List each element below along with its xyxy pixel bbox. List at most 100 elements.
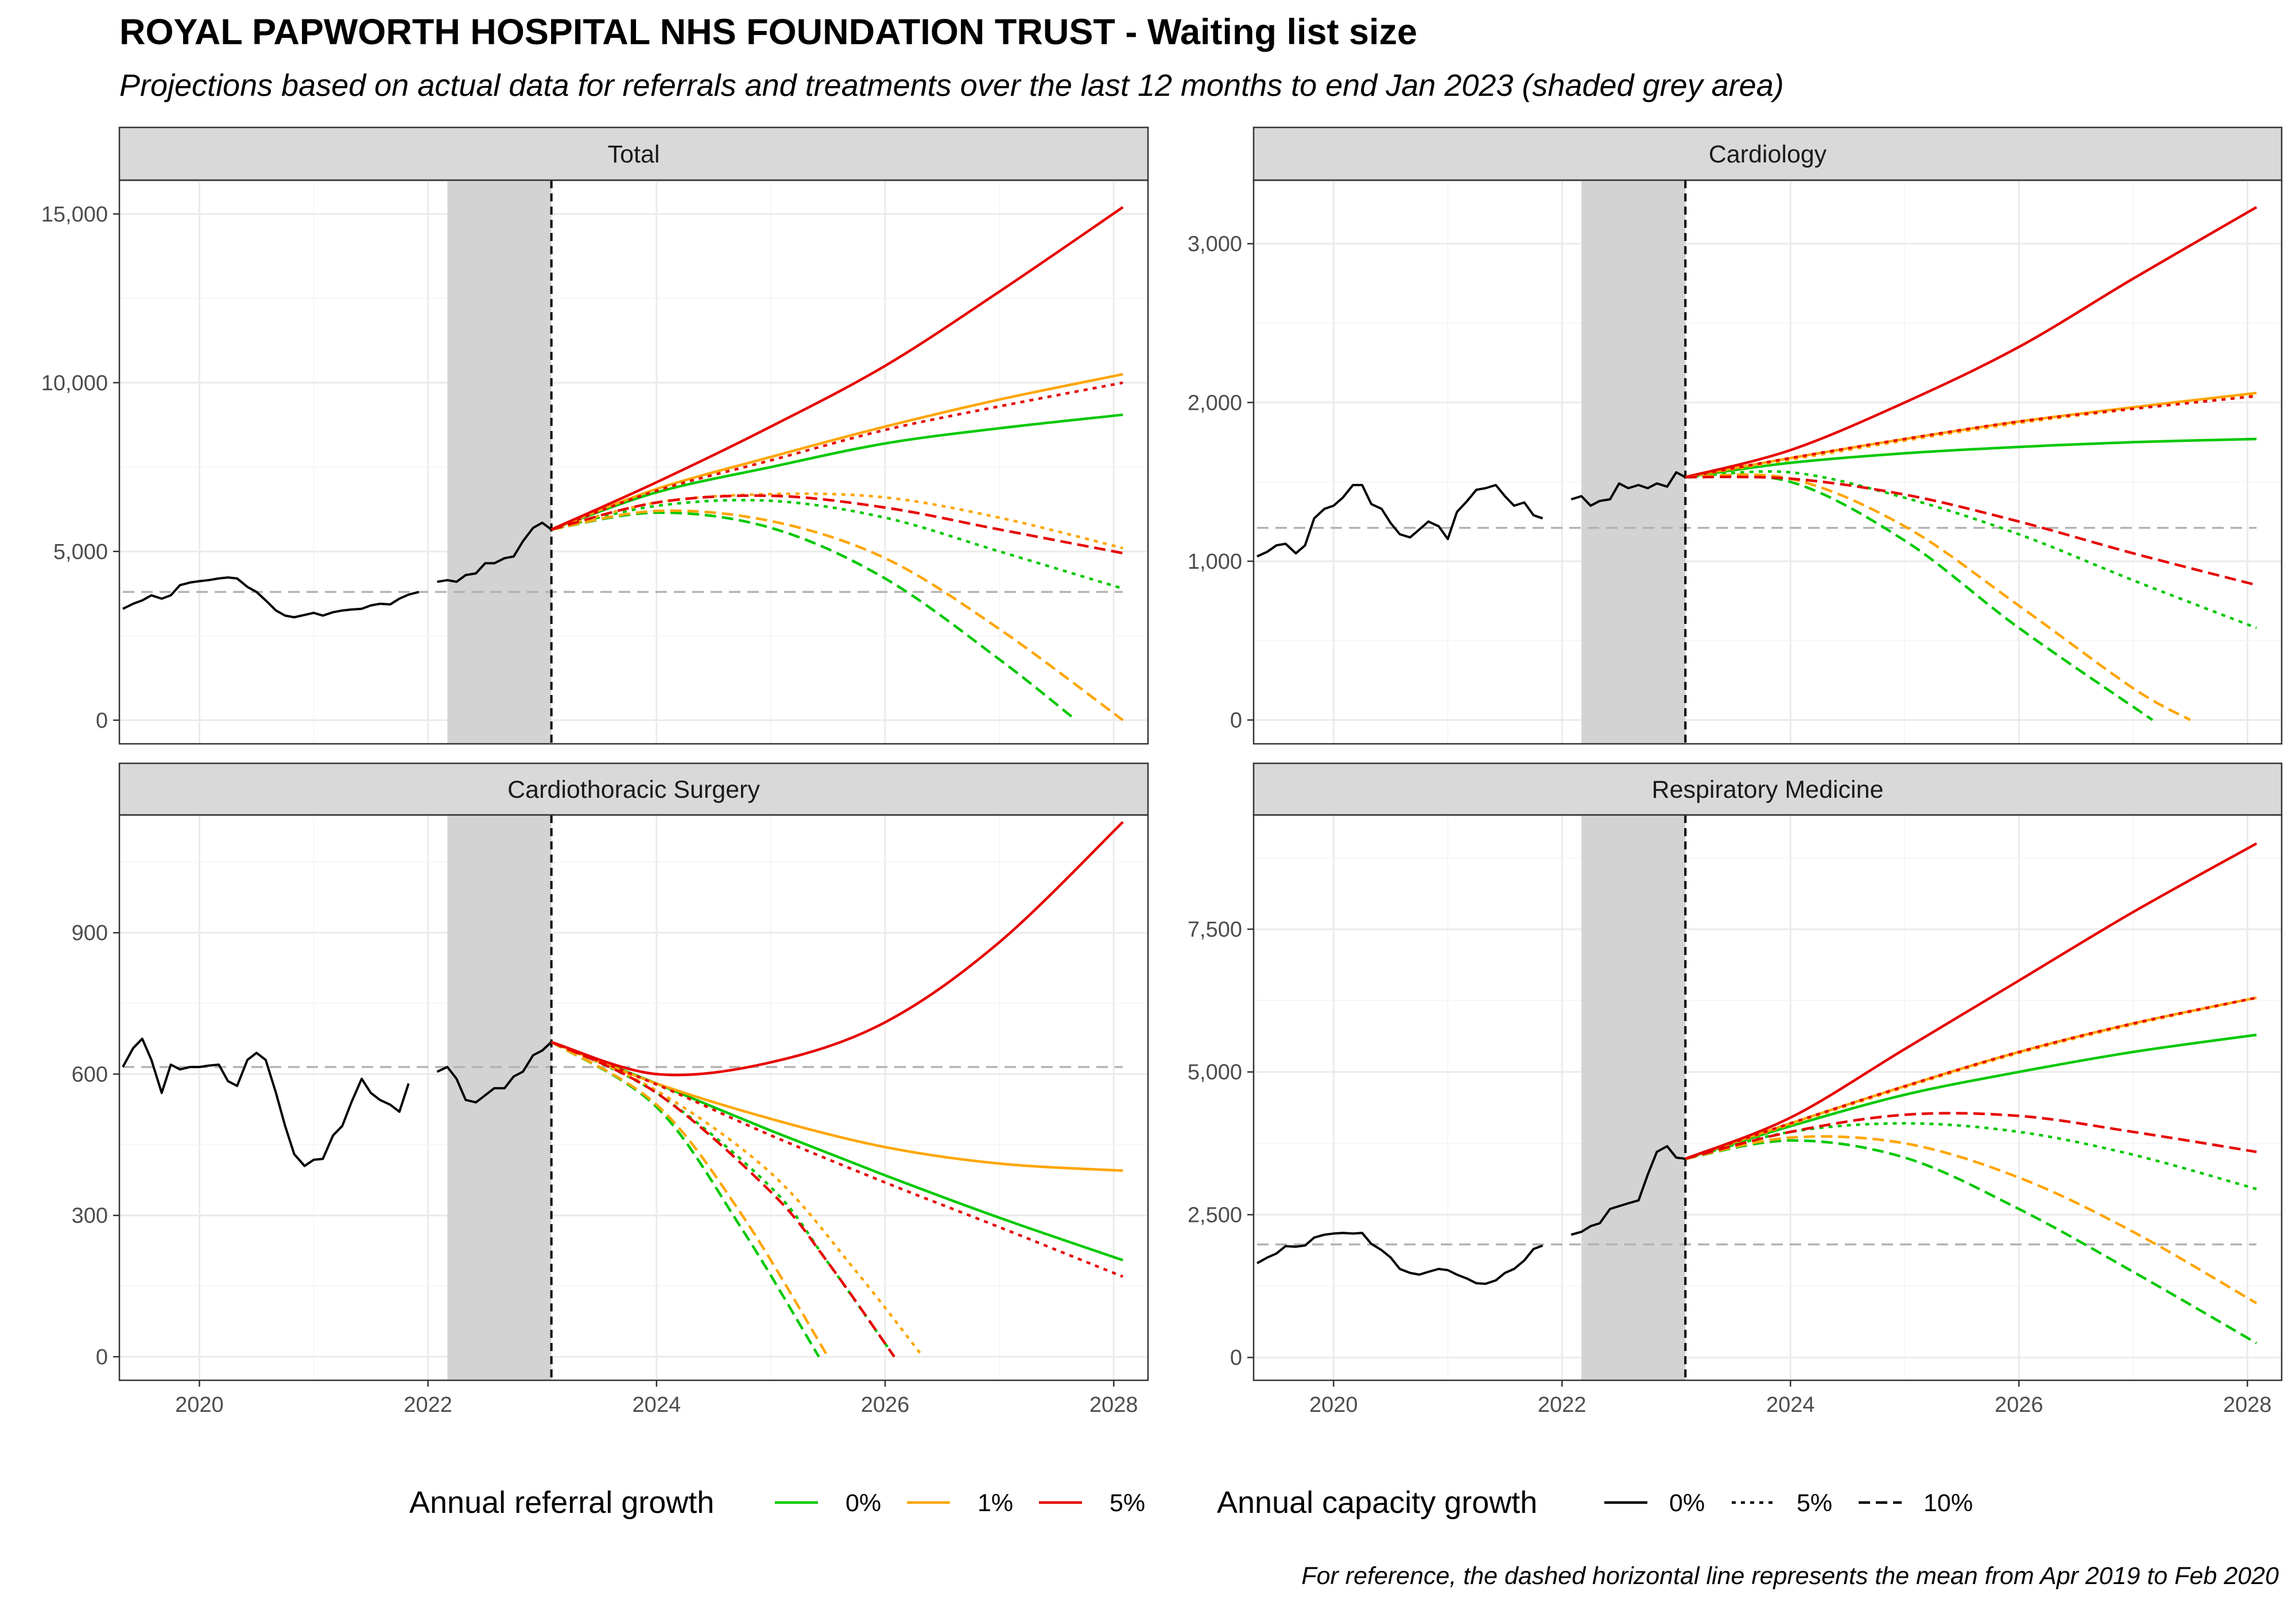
projection-line-ref-5pct-cap-5pct [550,1041,1124,1278]
page-title: ROYAL PAPWORTH HOSPITAL NHS FOUNDATION T… [119,12,1418,52]
projection-line-ref-5pct-cap-5pct [1685,996,2257,1160]
x-tick-label: 2028 [1089,1393,1138,1417]
panel-strip [1252,126,2283,181]
shaded-period [1581,815,1686,1380]
y-tick-label: 900 [72,921,108,945]
panel-strip [1252,762,2283,816]
projection-line-ref-5pct-cap-0pct [550,821,1124,1077]
y-tick-label: 0 [96,1345,108,1369]
actual-waiting-list-recent-line [436,1041,552,1104]
projection-line-ref-0pct-cap-10pct [1685,1139,2258,1345]
panel-title: Total [608,141,660,168]
panel-grid [119,180,1148,744]
projection-line-ref-1pct-cap-5pct [550,1041,924,1358]
shaded-period [447,180,552,744]
projection-line-ref-0pct-cap-0pct [1685,1033,2257,1160]
y-tick-label: 3,000 [1188,232,1242,257]
y-tick-label: 300 [72,1204,108,1228]
x-tick-label: 2020 [1309,1393,1358,1417]
panel-grid [1254,815,2282,1380]
projection-line-ref-0pct-cap-5pct [550,1041,895,1358]
y-tick-label: 15,000 [41,203,108,227]
projection-lines [550,206,1124,721]
projection-lines [1685,842,2258,1345]
x-tick-label: 2024 [633,1393,681,1417]
projection-line-ref-0pct-cap-0pct [1685,437,2257,479]
y-tick-label: 1,000 [1188,550,1242,574]
projection-line-ref-1pct-cap-5pct [1685,996,2257,1160]
panel-title: Respiratory Medicine [1652,776,1884,804]
panel-grid [119,815,1148,1380]
footnote: For reference, the dashed horizontal lin… [1301,1562,2279,1590]
page-subtitle: Projections based on actual data for ref… [119,68,1784,103]
projection-line-ref-1pct-cap-10pct [551,509,1124,721]
legend-capacity-label: 0% [1669,1489,1705,1517]
y-tick-label: 2,500 [1188,1203,1242,1227]
projection-lines [550,821,1124,1358]
projection-line-ref-5pct-cap-5pct [1685,394,2257,479]
panel-border [118,814,1149,1381]
projection-line-ref-5pct-cap-10pct [551,494,1123,555]
y-tick-label: 5,000 [53,540,108,564]
actual-waiting-list-line [122,1037,410,1167]
x-tick-label: 2022 [1538,1393,1587,1417]
projection-line-ref-5pct-cap-5pct [550,381,1123,531]
actual-waiting-list-recent-line [437,521,552,583]
x-tick-label: 2026 [861,1393,910,1417]
projection-line-ref-0pct-cap-10pct [1685,474,2154,721]
projection-line-ref-1pct-cap-5pct [551,492,1123,550]
projection-line-ref-5pct-cap-0pct [550,206,1124,531]
projection-line-ref-5pct-cap-10pct [1685,1112,2257,1160]
legend-referral-label: 5% [1110,1489,1145,1517]
x-tick-label: 2026 [1995,1393,2043,1417]
projection-line-ref-0pct-cap-10pct [551,511,1077,721]
projection-line-ref-1pct-cap-10pct [1685,1135,2258,1305]
projection-line-ref-1pct-cap-0pct [1685,391,2257,479]
legend-referral-label: 0% [846,1489,881,1517]
projection-line-ref-1pct-cap-10pct [550,1041,829,1358]
actual-waiting-list-recent-line [1570,1145,1686,1236]
projection-line-ref-5pct-cap-10pct [1685,475,2257,587]
y-tick-label: 0 [96,709,108,733]
panel-grid [1254,180,2282,744]
x-tick-label: 2022 [404,1393,452,1417]
actual-waiting-list-line [1256,484,1543,558]
shaded-period [447,815,552,1380]
y-tick-label: 2,000 [1188,391,1242,415]
projection-line-ref-1pct-cap-10pct [1685,473,2191,721]
legend-referral-title: Annual referral growth [409,1485,714,1520]
projection-line-ref-5pct-cap-0pct [1685,206,2258,479]
y-tick-label: 0 [1230,1346,1242,1370]
projection-line-ref-1pct-cap-0pct [1685,996,2257,1160]
legend-referral-label: 1% [978,1489,1013,1517]
projection-line-ref-1pct-cap-0pct [550,1041,1123,1172]
y-tick-label: 600 [72,1062,108,1086]
legend-capacity-label: 10% [1923,1489,1973,1517]
legend-capacity-title: Annual capacity growth [1217,1485,1537,1520]
panel-border [118,179,1149,745]
x-tick-label: 2024 [1766,1393,1815,1417]
x-tick-label: 2020 [175,1393,224,1417]
y-tick-label: 5,000 [1188,1061,1242,1085]
actual-waiting-list-line [1256,1232,1543,1285]
panel-strip [118,762,1149,816]
projection-lines [1685,206,2258,721]
legend-capacity-label: 5% [1797,1489,1832,1517]
projection-line-ref-0pct-cap-5pct [1685,1122,2257,1190]
panel-border [1252,814,2283,1381]
projection-line-ref-1pct-cap-0pct [550,372,1123,531]
panel-border [1252,179,2283,745]
y-tick-label: 0 [1230,709,1242,733]
panel-title: Cardiology [1709,141,1827,168]
projection-line-ref-0pct-cap-5pct [1685,470,2258,630]
y-tick-label: 7,500 [1188,918,1242,942]
shaded-period [1581,180,1686,744]
x-tick-label: 2028 [2223,1393,2272,1417]
actual-waiting-list-line [122,576,420,619]
projection-line-ref-5pct-cap-0pct [1685,842,2258,1160]
actual-waiting-list-recent-line [1570,471,1686,507]
panel-title: Cardiothoracic Surgery [507,776,760,804]
y-tick-label: 10,000 [41,371,108,395]
projection-line-ref-5pct-cap-10pct [550,1041,895,1358]
